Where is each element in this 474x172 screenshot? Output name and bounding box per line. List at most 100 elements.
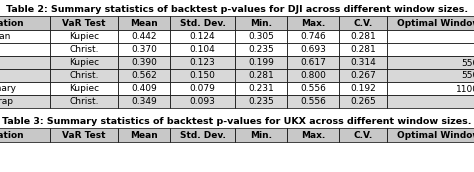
Bar	[387, 16, 474, 30]
Bar	[339, 30, 387, 43]
Bar	[0, 56, 50, 69]
Bar	[118, 56, 170, 69]
Bar	[287, 30, 339, 43]
Text: Kupiec: Kupiec	[69, 58, 99, 67]
Text: Max.: Max.	[301, 19, 325, 28]
Text: 550/1500: 550/1500	[462, 58, 474, 67]
Text: 0.746: 0.746	[300, 32, 326, 41]
Bar	[287, 95, 339, 108]
Bar	[387, 69, 474, 82]
Bar	[50, 16, 118, 30]
Bar	[235, 95, 287, 108]
Text: VaR Test: VaR Test	[62, 131, 106, 139]
Bar	[170, 43, 235, 56]
Bar	[235, 82, 287, 95]
Bar	[118, 43, 170, 56]
Bar	[339, 82, 387, 95]
Bar	[235, 16, 287, 30]
Bar	[235, 43, 287, 56]
Text: 0.693: 0.693	[300, 45, 326, 54]
Bar	[170, 16, 235, 30]
Text: 0.314: 0.314	[350, 58, 376, 67]
Text: 0.562: 0.562	[131, 71, 157, 80]
Text: Max.: Max.	[301, 131, 325, 139]
Text: Gaussian: Gaussian	[0, 32, 10, 41]
Bar	[0, 95, 50, 108]
Bar	[287, 128, 339, 142]
Bar	[50, 69, 118, 82]
Text: 0.150: 0.150	[190, 71, 216, 80]
Text: 0.124: 0.124	[190, 32, 215, 41]
Text: Mean: Mean	[130, 19, 158, 28]
Bar	[170, 30, 235, 43]
Text: C.V.: C.V.	[354, 131, 373, 139]
Bar	[50, 128, 118, 142]
Bar	[387, 56, 474, 69]
Bar	[118, 69, 170, 82]
Bar	[287, 69, 339, 82]
Text: 0.556: 0.556	[300, 97, 326, 106]
Bar	[50, 95, 118, 108]
Text: Stationary: Stationary	[0, 84, 16, 93]
Bar	[387, 95, 474, 108]
Text: Kupiec: Kupiec	[69, 32, 99, 41]
Text: 0.093: 0.093	[190, 97, 216, 106]
Bar	[235, 128, 287, 142]
Text: 0.265: 0.265	[350, 97, 376, 106]
Bar	[287, 82, 339, 95]
Text: 0.390: 0.390	[131, 58, 157, 67]
Text: Kupiec: Kupiec	[69, 84, 99, 93]
Text: Min.: Min.	[250, 131, 272, 139]
Text: 0.267: 0.267	[350, 71, 376, 80]
Text: Innovation: Innovation	[0, 19, 24, 28]
Text: Optimal Window Size: Optimal Window Size	[397, 19, 474, 28]
Text: 0.104: 0.104	[190, 45, 215, 54]
Bar	[235, 56, 287, 69]
Text: 0.370: 0.370	[131, 45, 157, 54]
Text: Christ.: Christ.	[69, 71, 99, 80]
Bar	[0, 16, 50, 30]
Text: 0.800: 0.800	[300, 71, 326, 80]
Text: Mean: Mean	[130, 131, 158, 139]
Text: VaR Test: VaR Test	[62, 19, 106, 28]
Bar	[339, 16, 387, 30]
Text: Table 3: Summary statistics of backtest p-values for UKX across different window: Table 3: Summary statistics of backtest …	[2, 117, 472, 126]
Text: 0.281: 0.281	[350, 45, 376, 54]
Text: Bootstrap: Bootstrap	[0, 97, 13, 106]
Bar	[0, 43, 50, 56]
Bar	[50, 30, 118, 43]
Text: C.V.: C.V.	[354, 19, 373, 28]
Bar	[170, 95, 235, 108]
Bar	[235, 69, 287, 82]
Bar	[387, 82, 474, 95]
Bar	[118, 128, 170, 142]
Text: Optimal Window Size: Optimal Window Size	[397, 131, 474, 139]
Text: Std. Dev.: Std. Dev.	[180, 131, 226, 139]
Bar	[170, 128, 235, 142]
Text: 0.192: 0.192	[350, 84, 376, 93]
Text: Std. Dev.: Std. Dev.	[180, 19, 226, 28]
Bar	[170, 56, 235, 69]
Text: 0.123: 0.123	[190, 58, 215, 67]
Text: 0.349: 0.349	[131, 97, 157, 106]
Bar	[387, 128, 474, 142]
Text: Christ.: Christ.	[69, 97, 99, 106]
Bar	[0, 128, 50, 142]
Bar	[387, 43, 474, 56]
Bar	[287, 16, 339, 30]
Text: Innovation: Innovation	[0, 131, 24, 139]
Bar	[170, 82, 235, 95]
Bar	[339, 43, 387, 56]
Text: 0.409: 0.409	[131, 84, 157, 93]
Bar	[118, 30, 170, 43]
Text: 0.442: 0.442	[131, 32, 157, 41]
Text: 0.305: 0.305	[248, 32, 274, 41]
Bar	[235, 30, 287, 43]
Text: Min.: Min.	[250, 19, 272, 28]
Bar	[118, 95, 170, 108]
Bar	[0, 69, 50, 82]
Bar	[339, 69, 387, 82]
Text: 0.281: 0.281	[350, 32, 376, 41]
Bar	[287, 43, 339, 56]
Text: 0.235: 0.235	[248, 97, 274, 106]
